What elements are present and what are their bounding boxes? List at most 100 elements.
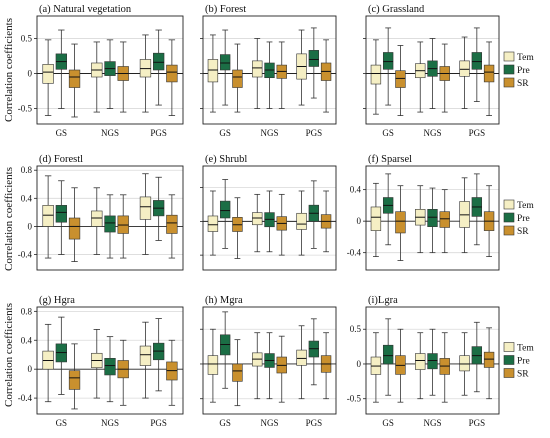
panel-frame (365, 165, 500, 271)
box-tem-gs (42, 323, 54, 403)
box-sr-pgs (483, 41, 495, 116)
box-body (483, 351, 495, 368)
box-body (207, 355, 219, 375)
box-tem-ngs (415, 41, 426, 113)
box-tem-ngs (252, 38, 263, 109)
box-pre-pgs (471, 27, 483, 102)
y-tick-label: 0 (357, 359, 362, 369)
y-tick-label: 0 (28, 69, 33, 79)
y-tick-label: 0.5 (350, 324, 362, 334)
box-tem-pgs (296, 190, 307, 256)
panel-9: (i)Lgra -0.5 0 0.5 GS NGS PGS Tem Pre SR (347, 295, 535, 428)
legend-label-tem: Tem (517, 53, 534, 63)
box-body (104, 358, 116, 376)
legend-swatch-tem (503, 199, 515, 210)
y-tick-label: -0.5 (18, 104, 33, 114)
box-body (427, 353, 438, 370)
panel-title: (a) Natural vegetation (39, 4, 132, 15)
box-pre-gs (382, 318, 394, 396)
box-tem-gs (370, 332, 382, 403)
panel-2: (b) Forest GS NGS PGS (200, 4, 337, 138)
box-sr-gs (232, 197, 243, 259)
box-tem-ngs (252, 193, 263, 253)
panel-frame (202, 306, 337, 415)
legend: Tem Pre SR (503, 342, 534, 380)
box-sr-ngs (439, 189, 450, 254)
box-body (68, 370, 81, 390)
x-category-label: NGS (260, 418, 278, 428)
box-body (219, 54, 231, 71)
panel-title: (e) Shrubl (205, 154, 247, 165)
panel-title: (g) Hgra (39, 295, 75, 306)
legend-swatch-pre (503, 64, 515, 75)
legend-swatch-pre (503, 212, 515, 223)
box-body (207, 59, 219, 83)
box-body (382, 52, 394, 70)
panel-frame (36, 15, 184, 125)
x-category-label: PGS (306, 418, 323, 428)
panel-7: (g) Hgra -0.4 0 0.4 0.8 GS NGS PGS (18, 295, 184, 428)
box-pre-gs (55, 180, 67, 255)
x-category-label: NGS (101, 128, 119, 138)
box-body (68, 69, 81, 88)
x-category-label: NGS (101, 418, 119, 428)
panel-frame (365, 15, 500, 125)
x-category-label: NGS (260, 128, 278, 138)
box-pre-pgs (471, 321, 483, 393)
y-tick-label: -0.5 (347, 394, 362, 404)
box-sr-gs (395, 328, 406, 403)
box-sr-gs (68, 187, 81, 262)
y-tick-label: -0.4 (347, 248, 362, 258)
box-sr-pgs (320, 190, 332, 253)
box-body (252, 212, 263, 226)
box-pre-ngs (427, 38, 438, 109)
box-body (68, 217, 81, 240)
box-sr-gs (68, 343, 81, 410)
box-body (207, 215, 219, 232)
legend-label-pre: Pre (517, 357, 530, 367)
box-pre-pgs (153, 176, 165, 241)
box-sr-ngs (276, 335, 287, 403)
box-body (459, 355, 470, 372)
box-sr-ngs (117, 339, 129, 406)
box-pre-pgs (471, 173, 483, 246)
y-tick-label: 0.8 (21, 306, 33, 316)
box-pre-pgs (308, 27, 320, 99)
x-category-label: GS (219, 418, 231, 428)
y-tick-label: 0.4 (21, 335, 33, 345)
x-category-label: NGS (423, 128, 441, 138)
box-body (471, 52, 483, 70)
box-sr-gs (395, 45, 406, 116)
legend-swatch-tem (503, 342, 515, 352)
box-body (395, 70, 406, 88)
box-tem-pgs (459, 332, 470, 396)
y-tick-label: 0 (28, 364, 33, 374)
x-category-label: PGS (150, 418, 167, 428)
box-tem-pgs (459, 36, 470, 109)
y-axis-label-row-2: Correlation coefficients (3, 167, 15, 271)
box-sr-ngs (439, 43, 450, 113)
box-body (483, 64, 495, 83)
box-body (153, 52, 165, 71)
legend-swatch-sr (503, 77, 515, 88)
box-body (42, 64, 54, 84)
box-tem-pgs (459, 177, 470, 254)
x-category-label: PGS (469, 418, 486, 428)
box-pre-ngs (104, 194, 116, 259)
box-pre-gs (382, 173, 394, 246)
box-pre-ngs (264, 41, 275, 109)
legend-label-pre: Pre (517, 66, 530, 76)
box-sr-ngs (276, 41, 287, 109)
y-tick-label: 0.5 (21, 33, 33, 43)
box-body (395, 211, 406, 234)
box-tem-pgs (139, 173, 152, 255)
box-body (232, 69, 243, 88)
legend-swatch-tem (503, 51, 515, 62)
box-body (415, 353, 426, 370)
box-pre-gs (219, 29, 231, 106)
box-sr-pgs (166, 194, 178, 259)
y-tick-label: -0.4 (18, 393, 33, 403)
box-pre-ngs (427, 328, 438, 396)
box-body (308, 50, 320, 67)
